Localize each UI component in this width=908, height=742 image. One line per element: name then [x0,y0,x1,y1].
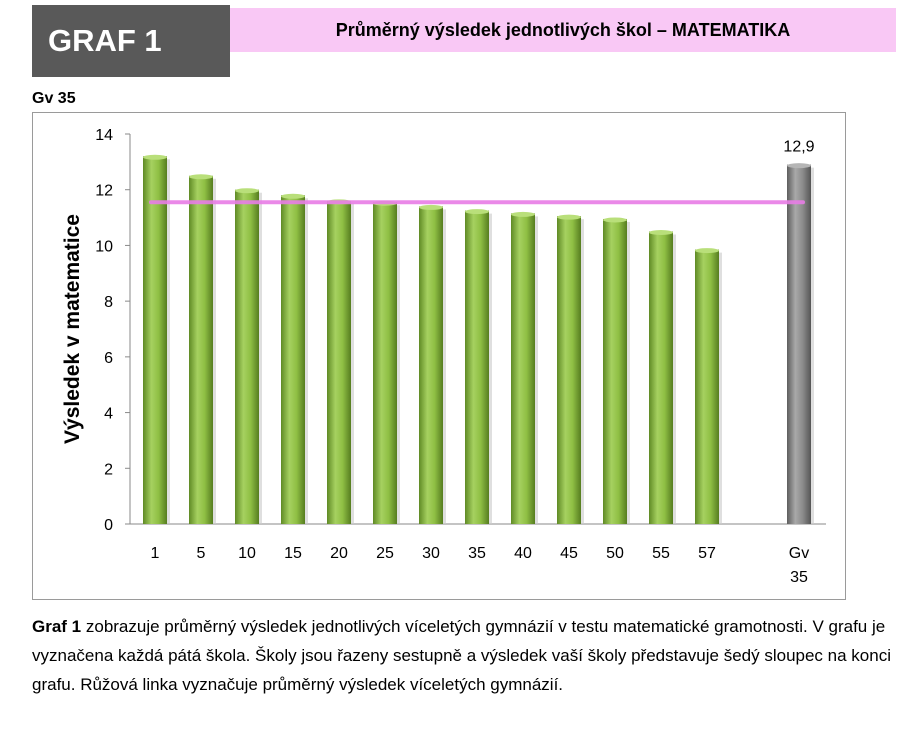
bar-top [143,154,167,160]
bar [143,156,167,525]
graph-number-box: GRAF 1 [32,5,230,77]
caption-text: zobrazuje průměrný výsledek jednotlivých… [32,617,891,694]
school-code-label: Gv 35 [32,90,76,107]
y-axis-title: Výsledek v matematice [61,214,84,444]
x-tick-label: 1 [151,545,160,562]
y-tick-label: 0 [104,517,113,534]
x-tick-label: 25 [376,545,394,562]
x-tick-label: 10 [238,545,256,562]
highlight-x-label-line1: Gv [789,545,809,562]
bar-top [695,248,719,254]
highlight-value-label: 12,9 [783,139,814,156]
bar [189,175,213,525]
x-tick-label: 45 [560,545,578,562]
bar [511,213,535,524]
bar [373,202,397,524]
bar-top [649,230,673,235]
highlight-x-label-line2: 35 [790,569,808,586]
bar [695,249,719,524]
x-tick-label: 5 [197,545,206,562]
chart-caption: Graf 1 zobrazuje průměrný výsledek jedno… [32,612,898,699]
caption-lead: Graf 1 [32,617,82,636]
y-tick-label: 4 [104,406,113,423]
bar-top [603,217,627,223]
bar [235,189,259,524]
highlight-bar-top [787,163,811,169]
bar [419,206,443,524]
y-tick-label: 14 [95,127,113,144]
graph-number-label: GRAF 1 [48,23,162,58]
bar-top [419,204,443,210]
chart-frame [32,112,846,600]
y-tick-label: 10 [95,238,113,255]
bar-top [465,209,489,215]
x-tick-label: 50 [606,545,624,562]
bar [465,210,489,524]
y-tick-label: 12 [95,183,113,200]
x-tick-label: 30 [422,545,440,562]
y-tick-label: 2 [104,461,113,478]
chart-title: Průměrný výsledek jednotlivých škol – MA… [335,19,791,40]
bar-top [511,211,535,217]
x-tick-label: 40 [514,545,532,562]
bar [557,216,581,524]
x-tick-label: 35 [468,545,486,562]
y-tick-label: 8 [104,294,113,311]
bar-top [235,188,259,194]
y-tick-label: 6 [104,350,113,367]
bar [603,218,627,524]
bar-top [557,214,581,220]
bar-top [281,193,305,199]
bar [281,195,305,525]
bar [327,200,351,524]
chart-title-band: Průměrný výsledek jednotlivých škol – MA… [230,8,896,52]
highlight-bar [787,164,811,524]
x-tick-label: 55 [652,545,670,562]
bar-top [189,174,213,180]
x-tick-label: 15 [284,545,302,562]
bar [649,231,673,524]
x-tick-label: 57 [698,545,716,562]
x-tick-label: 20 [330,545,348,562]
